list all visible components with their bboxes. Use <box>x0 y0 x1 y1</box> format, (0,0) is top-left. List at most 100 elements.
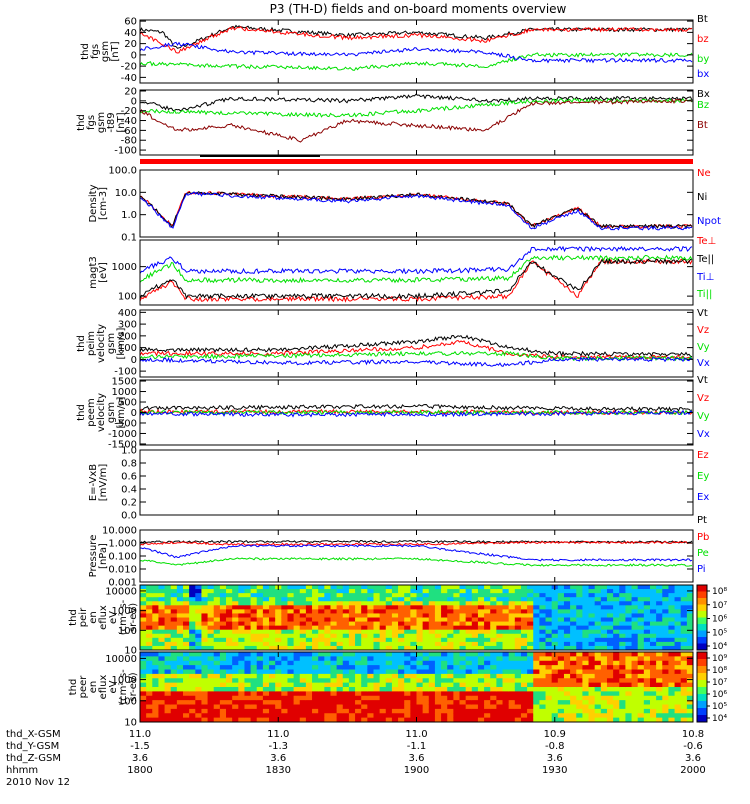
heatmap-cell <box>588 691 596 697</box>
heatmap-cell <box>348 678 356 684</box>
heatmap-cell <box>471 621 479 627</box>
heatmap-cell <box>557 695 565 701</box>
heatmap-cell <box>496 708 504 714</box>
ephemeris-value: -1.5 <box>130 741 150 752</box>
heatmap-cell <box>625 601 633 606</box>
heatmap-cell <box>680 625 688 631</box>
heatmap-cell <box>594 613 602 618</box>
heatmap-cell <box>373 717 381 723</box>
heatmap-cell <box>158 637 166 643</box>
heatmap-cell <box>514 597 522 602</box>
heatmap-cell <box>170 704 178 710</box>
heatmap-cell <box>606 656 614 662</box>
heatmap-cell <box>256 656 264 662</box>
heatmap-cell <box>330 704 338 710</box>
heatmap-cell <box>176 669 184 675</box>
heatmap-cell <box>361 613 368 618</box>
heatmap-cell <box>508 700 516 706</box>
heatmap-cell <box>262 717 270 723</box>
heatmap-cell <box>256 617 264 623</box>
heatmap-cell <box>619 678 626 684</box>
heatmap-cell <box>576 656 583 662</box>
heatmap-cell <box>434 585 442 590</box>
heatmap-cell <box>170 585 178 590</box>
heatmap-cell <box>385 695 393 701</box>
heatmap-cell <box>379 637 387 643</box>
y-axis-label: en <box>88 611 99 624</box>
heatmap-cell <box>158 660 166 666</box>
heatmap-cell <box>342 633 350 639</box>
heatmap-cell <box>275 660 282 666</box>
heatmap-cell <box>613 641 620 647</box>
heatmap-cell <box>232 665 239 671</box>
heatmap-cell <box>287 687 295 692</box>
heatmap-cell <box>367 593 374 598</box>
heatmap-cell <box>459 652 467 657</box>
colorbar-segment <box>697 704 707 709</box>
heatmap-cell <box>299 713 307 719</box>
heatmap-cell <box>195 669 202 675</box>
heatmap-cell <box>416 673 424 679</box>
heatmap-cell <box>606 717 614 723</box>
heatmap-cell <box>563 660 571 666</box>
heatmap-cell <box>502 691 510 697</box>
heatmap-cell <box>140 669 147 675</box>
heatmap-cell <box>527 682 534 688</box>
heatmap-cell <box>643 665 651 671</box>
heatmap-cell <box>250 665 258 671</box>
heatmap-cell <box>336 645 344 651</box>
heatmap-cell <box>238 641 245 647</box>
heatmap-cell <box>502 645 510 651</box>
heatmap-cell <box>649 708 657 714</box>
heatmap-cell <box>502 687 510 692</box>
heatmap-cell <box>269 700 276 706</box>
heatmap-cell <box>336 605 344 610</box>
heatmap-cell <box>281 704 288 710</box>
heatmap-cell <box>281 625 288 631</box>
heatmap-cell <box>477 593 485 598</box>
ephemeris-label: hhmm <box>6 765 38 776</box>
heatmap-cell <box>250 669 258 675</box>
heatmap-cell <box>453 617 461 623</box>
heatmap-cell <box>465 700 473 706</box>
heatmap-cell <box>213 645 221 651</box>
heatmap-cell <box>201 704 209 710</box>
heatmap-cell <box>551 713 559 719</box>
colorbar-segment <box>697 715 707 719</box>
heatmap-cell <box>262 605 270 610</box>
series-line <box>140 98 693 118</box>
heatmap-cell <box>520 605 528 610</box>
heatmap-cell <box>342 682 350 688</box>
heatmap-cell <box>508 597 516 602</box>
heatmap-cell <box>293 708 301 714</box>
heatmap-cell <box>348 652 356 657</box>
heatmap-cell <box>606 673 614 679</box>
heatmap-cell <box>183 669 190 675</box>
heatmap-cell <box>680 673 688 679</box>
heatmap-cell <box>189 593 196 598</box>
heatmap-cell <box>348 708 356 714</box>
heatmap-cell <box>545 678 553 684</box>
legend-label: Vt <box>697 308 708 319</box>
heatmap-cell <box>244 695 252 701</box>
heatmap-cell <box>422 589 430 594</box>
heatmap-cell <box>201 717 209 723</box>
colorbar-segment <box>697 640 707 644</box>
heatmap-cell <box>219 633 227 639</box>
heatmap-cell <box>410 704 417 710</box>
heatmap-cell <box>471 585 479 590</box>
heatmap-cell <box>570 585 577 590</box>
heatmap-cell <box>570 695 577 701</box>
heatmap-cell <box>631 682 639 688</box>
heatmap-cell <box>355 713 362 719</box>
heatmap-cell <box>361 669 368 675</box>
heatmap-cell <box>441 597 448 602</box>
heatmap-cell <box>551 629 559 635</box>
heatmap-cell <box>176 691 184 697</box>
heatmap-cell <box>502 652 510 657</box>
colorbar-segment <box>697 718 707 723</box>
legend-label: bz <box>697 34 709 45</box>
heatmap-cell <box>674 593 682 598</box>
heatmap-cell <box>539 660 547 666</box>
heatmap-cell <box>557 678 565 684</box>
